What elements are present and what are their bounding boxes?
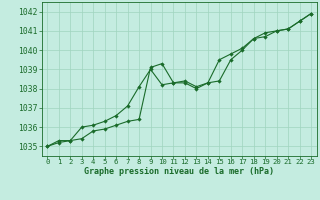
X-axis label: Graphe pression niveau de la mer (hPa): Graphe pression niveau de la mer (hPa) xyxy=(84,167,274,176)
